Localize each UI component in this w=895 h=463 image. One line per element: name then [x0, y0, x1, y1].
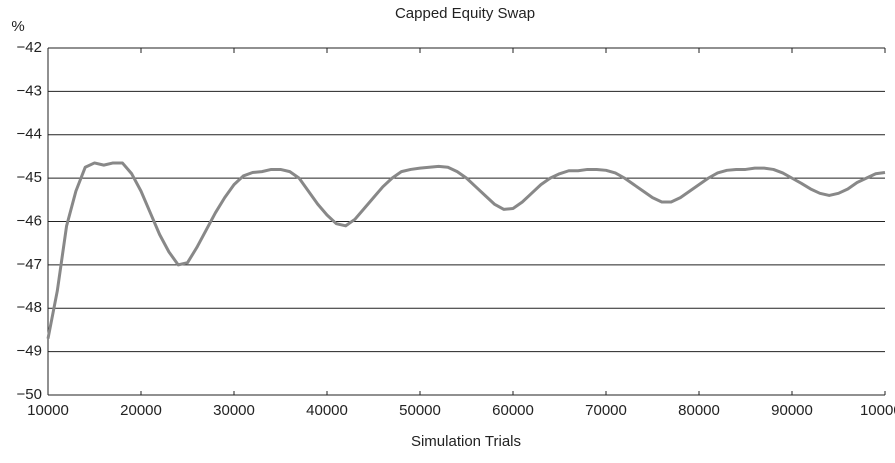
x-tick-label: 20000 — [120, 402, 162, 419]
y-tick-label: −42 — [17, 39, 42, 56]
x-tick-label: 80000 — [678, 402, 720, 419]
y-tick-label: −44 — [17, 126, 42, 143]
y-tick-label: −50 — [17, 386, 42, 403]
x-axis-label: Simulation Trials — [411, 433, 521, 450]
y-tick-label: −46 — [17, 212, 42, 229]
chart-title: Capped Equity Swap — [395, 5, 535, 22]
y-tick-label: −43 — [17, 82, 42, 99]
x-tick-label: 70000 — [585, 402, 627, 419]
y-tick-label: −49 — [17, 343, 42, 360]
x-tick-label: 90000 — [771, 402, 813, 419]
x-tick-label: 60000 — [492, 402, 534, 419]
y-tick-label: −48 — [17, 299, 42, 316]
x-tick-label: 10000 — [27, 402, 69, 419]
x-tick-label: 40000 — [306, 402, 348, 419]
y-tick-label: −45 — [17, 169, 42, 186]
x-tick-label: 50000 — [399, 402, 441, 419]
y-axis-label: % — [11, 18, 24, 35]
line-series — [46, 161, 886, 339]
x-tick-label: 30000 — [213, 402, 255, 419]
x-tick-label: 100000 — [860, 402, 895, 419]
y-tick-label: −47 — [17, 256, 42, 273]
